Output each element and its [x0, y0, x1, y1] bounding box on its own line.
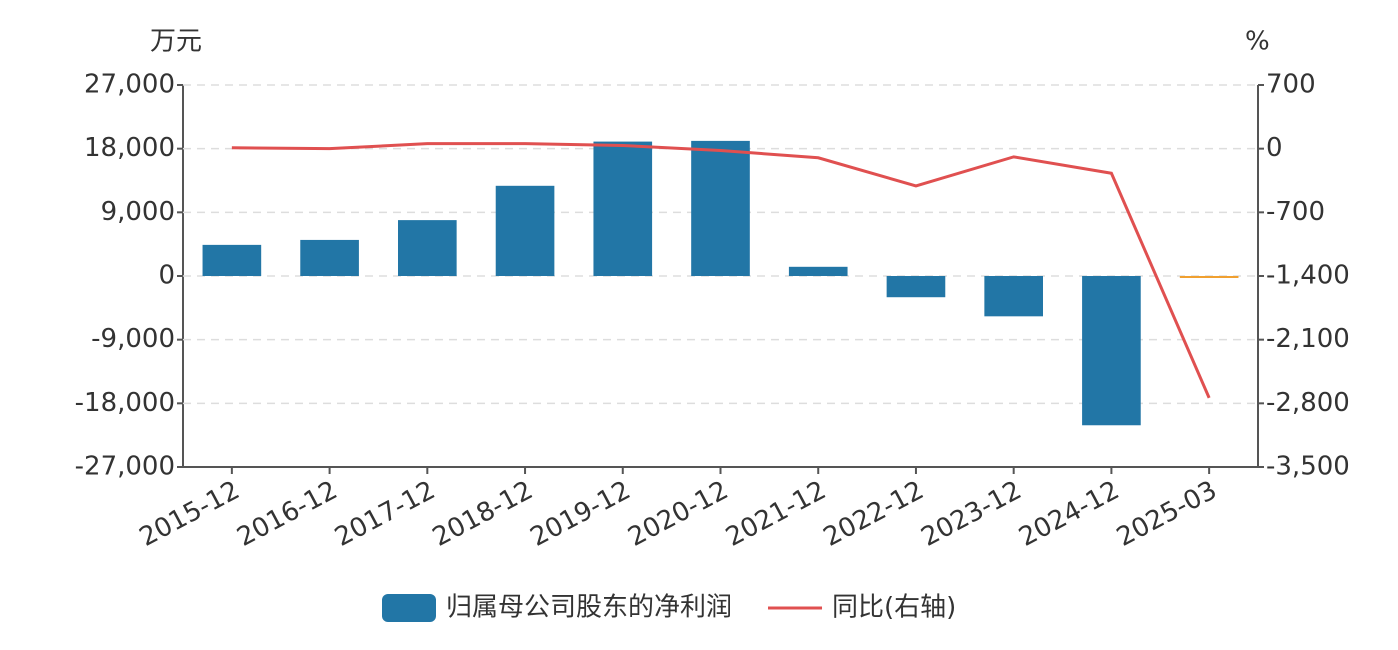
- legend-label: 同比(右轴): [832, 593, 956, 623]
- y2-tick-label: -1,400: [1266, 261, 1350, 291]
- y-tick-label: 27,000: [84, 70, 175, 100]
- y2-tick-label: 0: [1266, 133, 1283, 163]
- y2-tick-label: -700: [1266, 197, 1325, 227]
- y-tick-label: 0: [158, 261, 175, 291]
- bar: [984, 276, 1043, 317]
- y2-tick-label: -2,800: [1266, 388, 1350, 418]
- bar: [495, 185, 555, 276]
- y2-tick-label: -2,100: [1266, 324, 1350, 354]
- y-tick-label: -27,000: [75, 452, 175, 482]
- x-tick-label: 2024-12: [1014, 475, 1124, 552]
- y-tick-label: 18,000: [84, 133, 175, 163]
- line: [231, 142, 1211, 399]
- x-tick-label: 2023-12: [916, 475, 1026, 552]
- y-tick-label: -18,000: [75, 388, 175, 418]
- legend-label: 归属母公司股东的净利润: [446, 593, 732, 623]
- legend-swatch: [382, 594, 436, 622]
- bar: [593, 141, 653, 276]
- x-tick-label: 2021-12: [721, 475, 831, 552]
- y-tick-label: 9,000: [101, 197, 175, 227]
- x-tick-label: 2020-12: [623, 475, 733, 552]
- bar: [1082, 276, 1141, 426]
- x-tick-label: 2022-12: [819, 475, 929, 552]
- y2-tick-label: -3,500: [1266, 452, 1350, 482]
- x-tick-label: 2025-03: [1112, 475, 1222, 552]
- bar: [691, 140, 750, 276]
- y-tick-label: -9,000: [91, 324, 175, 354]
- bar: [300, 239, 359, 276]
- bar: [398, 220, 457, 276]
- x-tick-label: 2019-12: [526, 475, 636, 552]
- x-tick-label: 2015-12: [135, 475, 245, 552]
- bar: [788, 266, 848, 276]
- y-unit: 万元: [150, 27, 202, 57]
- x-tick-label: 2016-12: [232, 475, 342, 552]
- x-tick-label: 2018-12: [428, 475, 538, 552]
- bar: [202, 244, 262, 276]
- bar: [1179, 276, 1239, 278]
- bar: [886, 276, 946, 298]
- y2-tick-label: 700: [1266, 70, 1316, 100]
- y2-unit: %: [1245, 27, 1270, 57]
- x-tick-label: 2017-12: [330, 475, 440, 552]
